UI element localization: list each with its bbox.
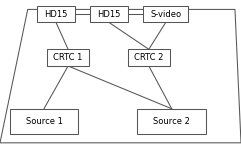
FancyBboxPatch shape	[47, 49, 89, 66]
FancyBboxPatch shape	[137, 109, 206, 134]
FancyBboxPatch shape	[128, 49, 170, 66]
FancyBboxPatch shape	[90, 6, 128, 22]
FancyBboxPatch shape	[10, 109, 78, 134]
Text: Source 1: Source 1	[26, 117, 62, 126]
FancyBboxPatch shape	[143, 6, 188, 22]
Text: HD15: HD15	[44, 10, 68, 19]
Text: CRTC 1: CRTC 1	[54, 53, 83, 62]
Text: HD15: HD15	[97, 10, 121, 19]
Text: Source 2: Source 2	[153, 117, 190, 126]
Text: CRTC 2: CRTC 2	[134, 53, 163, 62]
FancyBboxPatch shape	[37, 6, 75, 22]
Text: S-video: S-video	[150, 10, 181, 19]
